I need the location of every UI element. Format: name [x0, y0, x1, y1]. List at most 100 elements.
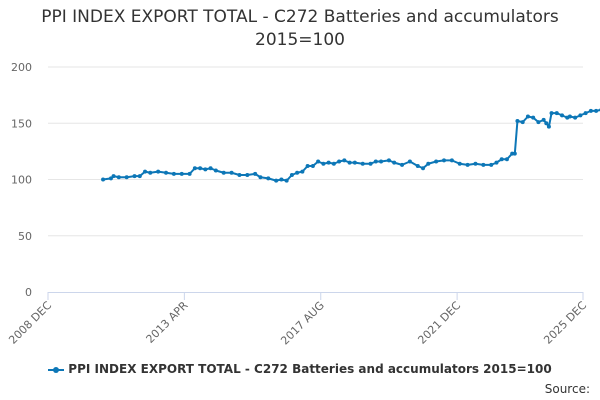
data-point[interactable] [164, 170, 169, 175]
data-point[interactable] [481, 162, 486, 167]
data-point[interactable] [583, 111, 588, 116]
data-point[interactable] [434, 159, 439, 164]
data-point[interactable] [449, 158, 454, 163]
data-point[interactable] [198, 166, 203, 171]
data-point[interactable] [457, 161, 462, 166]
data-point[interactable] [221, 170, 226, 175]
data-point[interactable] [352, 160, 357, 165]
y-axis-ticks: 0 50 100 150 200 [11, 61, 32, 299]
data-point[interactable] [116, 175, 121, 180]
data-point[interactable] [465, 162, 470, 167]
y-tick-label: 150 [11, 117, 32, 130]
data-point[interactable] [192, 166, 197, 171]
data-point[interactable] [274, 178, 279, 183]
data-point[interactable] [379, 159, 384, 164]
data-point[interactable] [111, 174, 116, 179]
data-point[interactable] [549, 111, 554, 116]
data-point[interactable] [489, 162, 494, 167]
y-tick-label: 50 [18, 230, 32, 243]
data-point[interactable] [156, 169, 161, 174]
data-point[interactable] [237, 173, 242, 177]
data-point[interactable] [567, 114, 572, 119]
data-point[interactable] [421, 166, 426, 171]
source-label: Source: [544, 382, 590, 396]
data-point[interactable] [132, 174, 137, 179]
data-point[interactable] [515, 119, 520, 123]
data-point[interactable] [101, 177, 106, 182]
data-point[interactable] [373, 159, 378, 164]
data-point[interactable] [326, 160, 331, 165]
data-point[interactable] [300, 169, 305, 174]
data-point[interactable] [258, 175, 263, 180]
data-point[interactable] [179, 171, 184, 176]
data-point[interactable] [187, 171, 192, 176]
data-point[interactable] [284, 178, 289, 183]
data-point[interactable] [137, 174, 142, 179]
data-point[interactable] [494, 160, 499, 165]
data-point[interactable] [473, 161, 478, 166]
data-point[interactable] [342, 158, 347, 163]
x-tick-label: 2008 DEC [6, 299, 54, 347]
data-point[interactable] [337, 159, 342, 164]
data-point[interactable] [525, 114, 530, 119]
data-point[interactable] [253, 171, 258, 176]
data-point[interactable] [560, 113, 565, 118]
data-point[interactable] [544, 121, 549, 126]
data-point[interactable] [360, 161, 365, 166]
data-point[interactable] [331, 161, 336, 166]
data-point[interactable] [546, 124, 551, 129]
data-point[interactable] [541, 117, 546, 122]
data-point[interactable] [213, 168, 218, 173]
series-layer [101, 108, 600, 183]
data-point[interactable] [295, 170, 300, 175]
data-point[interactable] [386, 158, 391, 163]
data-point[interactable] [499, 157, 504, 162]
data-point[interactable] [554, 111, 559, 116]
data-point[interactable] [208, 166, 213, 171]
data-point[interactable] [400, 162, 405, 167]
data-point[interactable] [347, 160, 352, 165]
data-point[interactable] [407, 159, 412, 164]
data-point[interactable] [279, 177, 284, 182]
data-point[interactable] [520, 120, 525, 125]
legend[interactable]: PPI INDEX EXPORT TOTAL - C272 Batteries … [0, 362, 600, 376]
data-point[interactable] [392, 160, 397, 165]
data-point[interactable] [108, 176, 113, 181]
data-point[interactable] [588, 108, 593, 113]
legend-label: PPI INDEX EXPORT TOTAL - C272 Batteries … [68, 362, 552, 376]
data-point[interactable] [531, 115, 536, 120]
data-point[interactable] [512, 151, 517, 156]
data-point[interactable] [148, 170, 153, 175]
data-point[interactable] [305, 164, 310, 168]
y-tick-label: 100 [11, 174, 32, 187]
data-point[interactable] [321, 161, 326, 166]
data-point[interactable] [316, 159, 321, 164]
data-point[interactable] [171, 171, 176, 176]
gridlines [48, 66, 583, 237]
data-point[interactable] [289, 173, 294, 177]
data-point[interactable] [229, 170, 234, 175]
x-tick-label: 2017 AUG [278, 299, 327, 348]
x-axis: 2008 DEC 2013 APR 2017 AUG 2021 DEC 2025 DEC [6, 292, 589, 347]
data-point[interactable] [573, 115, 578, 120]
series-line [102, 109, 600, 182]
data-point[interactable] [266, 176, 271, 181]
x-tick-label: 2013 APR [144, 299, 191, 346]
data-point[interactable] [442, 158, 446, 163]
data-point[interactable] [245, 173, 250, 177]
data-point[interactable] [203, 167, 208, 172]
data-point[interactable] [536, 120, 541, 125]
x-tick-label: 2021 DEC [415, 299, 463, 347]
legend-swatch-icon [48, 366, 65, 374]
data-point[interactable] [504, 157, 509, 162]
data-point[interactable] [578, 113, 583, 118]
data-point[interactable] [124, 175, 129, 180]
data-point[interactable] [310, 164, 315, 168]
data-point[interactable] [426, 161, 431, 166]
data-point[interactable] [368, 161, 373, 166]
data-point[interactable] [415, 164, 420, 168]
data-point[interactable] [594, 108, 599, 113]
data-point[interactable] [143, 169, 148, 174]
chart-title: PPI INDEX EXPORT TOTAL - C272 Batteries … [41, 7, 559, 50]
